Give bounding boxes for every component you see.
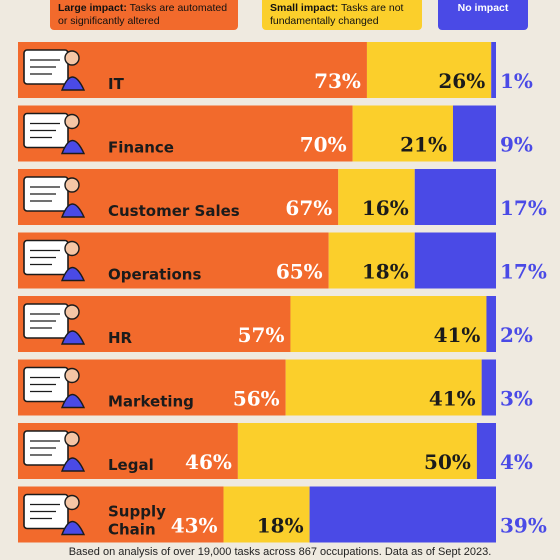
- value-label-large: 70%: [300, 133, 347, 157]
- hr-interview-icon: [23, 303, 86, 345]
- bar-small-2: [338, 169, 415, 225]
- category-label: Marketing: [108, 393, 194, 411]
- bar-small-1: [352, 105, 453, 162]
- value-label-small: 18%: [362, 260, 409, 284]
- legend-large-title: Large impact:: [58, 2, 127, 14]
- bar-none-5: [481, 359, 496, 416]
- bar-none-7: [309, 486, 496, 543]
- bar-small-0: [366, 42, 492, 98]
- legend-large-impact: Large impact: Tasks are automated or sig…: [50, 0, 238, 30]
- category-label: Finance: [108, 139, 174, 157]
- value-label-large: 43%: [171, 514, 218, 538]
- bar-none-6: [476, 423, 496, 479]
- category-label: Legal: [108, 456, 154, 474]
- value-label-small: 26%: [438, 69, 485, 93]
- value-label-none: 39%: [500, 514, 547, 538]
- bar-small-7: [223, 486, 310, 543]
- legend-large-desc: Tasks are automated or significantly alt…: [58, 2, 228, 27]
- value-label-small: 41%: [429, 387, 476, 411]
- value-label-large: 57%: [238, 323, 285, 347]
- value-label-none: 17%: [500, 196, 547, 220]
- value-label-large: 46%: [185, 450, 232, 474]
- finance-coins-icon: [23, 112, 86, 155]
- marketing-chart-icon: [23, 366, 86, 409]
- value-label-small: 16%: [362, 196, 409, 220]
- sales-parcel-icon: [23, 176, 86, 218]
- value-label-none: 3%: [500, 387, 533, 411]
- bar-none-2: [414, 169, 496, 225]
- legend-none-title: No impact: [457, 2, 509, 14]
- legend-small-impact: Small impact: Tasks are not fundamentall…: [262, 0, 422, 30]
- developer-at-screen-icon: [23, 49, 86, 91]
- value-label-large: 67%: [285, 196, 332, 220]
- bar-none-3: [414, 232, 496, 289]
- value-label-none: 1%: [500, 69, 533, 93]
- category-label: IT: [108, 75, 125, 93]
- value-label-none: 9%: [500, 133, 533, 157]
- value-label-large: 73%: [314, 69, 361, 93]
- bar-none-4: [486, 296, 496, 352]
- bar-small-5: [285, 359, 482, 416]
- bar-small-6: [237, 423, 477, 479]
- value-label-large: 56%: [233, 387, 280, 411]
- legend: Large impact: Tasks are automated or sig…: [0, 0, 560, 36]
- bar-small-3: [328, 232, 415, 289]
- legend-no-impact: No impact: [438, 0, 528, 30]
- category-label: Operations: [108, 266, 201, 284]
- supply-chain-scooter-icon: [23, 493, 86, 536]
- stacked-bar-chart: IT 73% 26% 1% Finance 70% 21% 9% Customer Sales 6…: [18, 42, 547, 543]
- bar-small-4: [290, 296, 487, 352]
- category-label: HR: [108, 329, 133, 347]
- legend-small-title: Small impact:: [270, 2, 339, 14]
- value-label-small: 41%: [434, 323, 481, 347]
- category-label: Supply Chain: [108, 503, 166, 539]
- legal-scales-icon: [23, 430, 86, 472]
- legend-small-desc: Tasks are not fundamentally changed: [270, 2, 404, 27]
- footnote: Based on analysis of over 19,000 tasks a…: [68, 546, 492, 558]
- value-label-none: 17%: [500, 260, 547, 284]
- value-label-small: 18%: [257, 514, 304, 538]
- value-label-small: 50%: [424, 450, 471, 474]
- value-label-large: 65%: [276, 260, 323, 284]
- value-label-none: 4%: [500, 450, 533, 474]
- value-label-none: 2%: [500, 323, 533, 347]
- bar-none-0: [491, 42, 496, 98]
- category-label: Customer Sales: [108, 202, 240, 220]
- bar-none-1: [452, 105, 496, 162]
- value-label-small: 21%: [400, 133, 447, 157]
- operations-schedule-icon: [23, 239, 86, 282]
